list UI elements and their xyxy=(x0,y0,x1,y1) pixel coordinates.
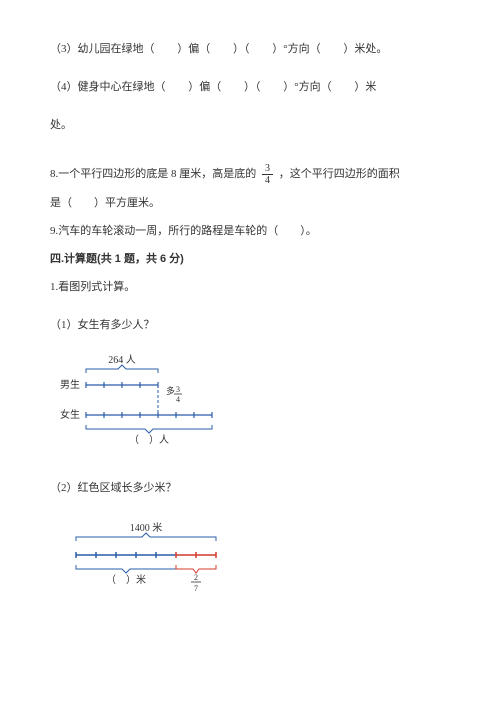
q3-part-a: （3）幼儿园在绿地（ xyxy=(50,43,155,55)
svg-text:（ ）米: （ ）米 xyxy=(106,573,146,586)
section-4-heading-text: 四.计算题(共 1 题，共 6 分) xyxy=(50,253,184,265)
fraction-num: 3 xyxy=(262,163,273,175)
q3-part-d: ）°方向（ xyxy=(272,43,320,55)
q3-part-e: ）米处。 xyxy=(343,43,387,55)
svg-text:3: 3 xyxy=(176,385,180,394)
q9-text: 9.汽车的车轮滚动一周，所行的路程是车轮的（ ）。 xyxy=(50,225,317,237)
q4-part-f: 处。 xyxy=(50,119,72,131)
q8-part-c: 是（ ）平方厘米。 xyxy=(50,197,160,209)
q3-part-b: ）偏（ xyxy=(177,43,210,55)
q4-part-d: ）°方向（ xyxy=(283,81,331,93)
section-4-q1: 1.看图列式计算。 xyxy=(50,278,450,298)
diagram-2: 1400 米 （ ）米 2 7 xyxy=(56,517,450,600)
question-4-cont: 处。 xyxy=(50,116,450,136)
q3-part-c: ）（ xyxy=(233,43,250,55)
section-4-heading: 四.计算题(共 1 题，共 6 分) xyxy=(50,250,450,270)
sub-question-2: （2）红色区域长多少米？ xyxy=(50,479,450,499)
q4-part-a: （4）健身中心在绿地（ xyxy=(50,81,166,93)
question-3: （3）幼儿园在绿地（ ）偏（ ）（ ）°方向（ ）米处。 xyxy=(50,40,450,60)
q4-part-c: ）（ xyxy=(244,81,261,93)
svg-text:多: 多 xyxy=(166,385,175,396)
svg-text:264 人: 264 人 xyxy=(108,354,136,366)
svg-text:7: 7 xyxy=(194,584,198,593)
svg-text:2: 2 xyxy=(194,573,198,582)
sub-q1-text: （1）女生有多少人？ xyxy=(50,319,155,331)
question-8-cont: 是（ ）平方厘米。 xyxy=(50,194,450,214)
diagram-1-svg: 264 人男生多34 女生 （ ）人 xyxy=(56,353,256,458)
section-4-q1-text: 1.看图列式计算。 xyxy=(50,281,135,293)
diagram-2-svg: 1400 米 （ ）米 2 7 xyxy=(56,517,256,597)
sub-question-1: （1）女生有多少人？ xyxy=(50,316,450,336)
svg-text:（ ）人: （ ）人 xyxy=(129,434,169,446)
q4-part-b: ）偏（ xyxy=(188,81,221,93)
sub-q2-text: （2）红色区域长多少米？ xyxy=(50,482,177,494)
question-4: （4）健身中心在绿地（ ）偏（ ）（ ）°方向（ ）米 xyxy=(50,78,450,98)
q4-part-e: ）米 xyxy=(354,81,376,93)
svg-text:1400 米: 1400 米 xyxy=(130,521,163,534)
q8-part-b: ，这个平行四边形的面积 xyxy=(279,168,400,180)
fraction-3-4: 3 4 xyxy=(262,163,273,186)
q8-part-a: 8.一个平行四边形的底是 8 厘米，高是底的 xyxy=(50,168,259,180)
svg-text:4: 4 xyxy=(176,395,180,404)
svg-text:男生: 男生 xyxy=(60,378,80,391)
svg-text:女生: 女生 xyxy=(60,408,80,421)
diagram-1: 264 人男生多34 女生 （ ）人 xyxy=(56,353,450,461)
question-8: 8.一个平行四边形的底是 8 厘米，高是底的 3 4 ，这个平行四边形的面积 xyxy=(50,163,450,186)
fraction-den: 4 xyxy=(262,175,273,186)
question-9: 9.汽车的车轮滚动一周，所行的路程是车轮的（ ）。 xyxy=(50,222,450,242)
